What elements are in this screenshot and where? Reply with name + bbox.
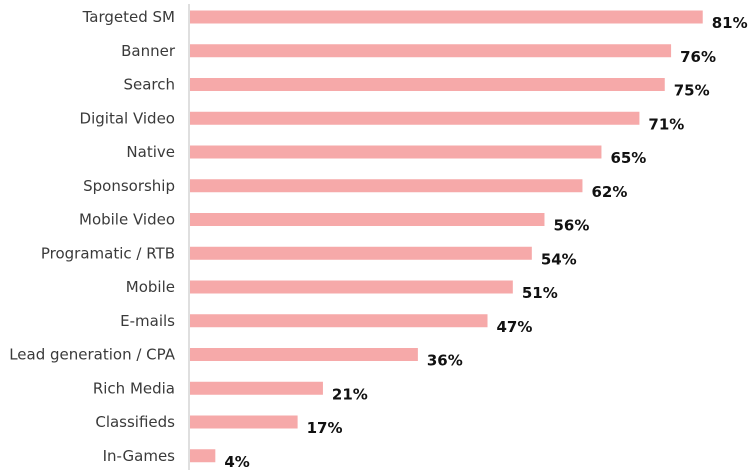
bar xyxy=(190,213,545,226)
category-label: Lead generation / CPA xyxy=(9,346,176,364)
category-label: Search xyxy=(123,76,175,94)
value-label: 75% xyxy=(674,82,710,100)
bar xyxy=(190,314,488,328)
category-label: Mobile Video xyxy=(79,211,175,229)
value-label: 51% xyxy=(522,284,558,302)
category-label: Programatic / RTB xyxy=(41,244,175,262)
bar xyxy=(190,10,703,24)
value-label: 62% xyxy=(591,183,627,201)
value-label: 76% xyxy=(680,48,716,66)
bar xyxy=(190,381,323,395)
category-label: Classifieds xyxy=(95,413,175,431)
value-label: 4% xyxy=(224,453,249,471)
category-label: Digital Video xyxy=(80,109,175,127)
value-label: 54% xyxy=(541,250,577,268)
value-label: 21% xyxy=(332,385,368,403)
category-label: Banner xyxy=(121,42,176,60)
bar xyxy=(190,145,602,159)
category-label: Sponsorship xyxy=(83,177,175,195)
category-label: E-mails xyxy=(120,312,175,330)
value-label: 17% xyxy=(307,419,343,437)
bar xyxy=(190,44,672,58)
value-label: 71% xyxy=(648,115,684,133)
value-label: 47% xyxy=(497,318,533,336)
bar xyxy=(190,246,532,260)
value-label: 36% xyxy=(427,352,463,370)
bar xyxy=(190,415,298,429)
category-label: Mobile xyxy=(126,278,175,296)
category-label: Targeted SM xyxy=(82,8,175,26)
category-label: Rich Media xyxy=(93,379,175,397)
category-label: Native xyxy=(126,143,175,161)
value-label: 81% xyxy=(712,14,748,32)
value-label: 65% xyxy=(610,149,646,167)
bar xyxy=(190,348,418,361)
bar xyxy=(190,111,640,125)
category-label: In-Games xyxy=(103,447,176,465)
value-label: 56% xyxy=(553,217,589,235)
bar xyxy=(190,179,583,193)
bar xyxy=(190,449,216,463)
bar xyxy=(190,78,665,91)
bar xyxy=(190,280,513,294)
